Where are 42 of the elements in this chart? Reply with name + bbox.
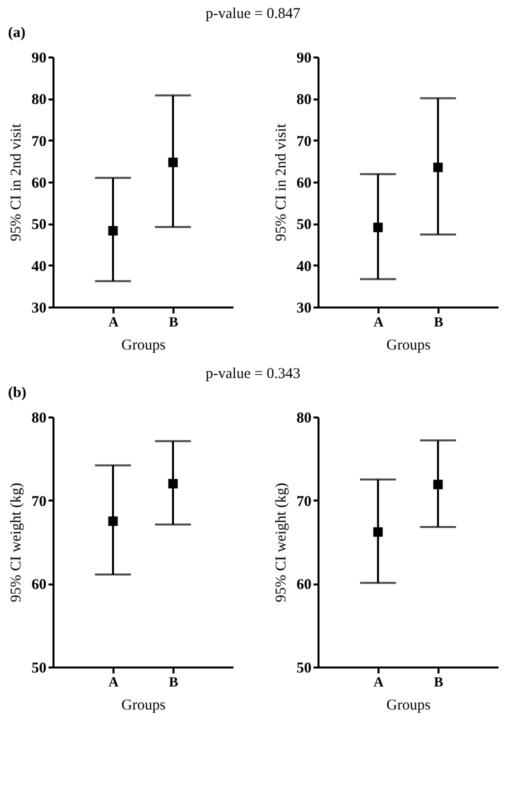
y-axis-title: 95% CI in 2nd visit: [8, 122, 24, 242]
y-tick-label: 90: [32, 50, 46, 66]
text: p-value = 0.847: [206, 6, 301, 22]
y-tick-label: 30: [296, 300, 312, 316]
y-tick-label: 70: [296, 134, 312, 150]
y-tick-label: 90: [296, 50, 312, 66]
y-tick-label: 50: [32, 217, 46, 234]
chart-title: (a): [8, 25, 26, 41]
y-tick-label: 50: [296, 660, 312, 676]
y-tick-label: 80: [296, 410, 312, 426]
y-axis-title: 95% CI weight (kg): [274, 482, 290, 602]
y-tick-label: 60: [296, 176, 312, 192]
text: p-value = 0.343: [206, 366, 300, 382]
y-tick-label: 50: [296, 217, 312, 234]
y-tick-label: 40: [296, 258, 312, 275]
y-tick-label: 60: [32, 577, 46, 594]
y-tick-label: 60: [32, 176, 46, 192]
y-tick-label: 60: [296, 577, 312, 594]
y-axis-title: 95% CI weight (kg): [8, 482, 24, 602]
y-tick-label: 80: [32, 410, 46, 426]
x-tick-label: B: [434, 676, 444, 690]
x-tick-label: B: [434, 316, 444, 330]
x-axis-title: Groups: [121, 698, 166, 714]
chart-title: (b): [8, 385, 26, 401]
x-axis-title: Groups: [386, 338, 431, 354]
y-tick-label: 70: [296, 494, 312, 510]
x-tick-label: A: [108, 316, 120, 330]
y-tick-label: 70: [32, 134, 46, 150]
x-axis-title: Groups: [121, 338, 166, 354]
x-tick-label: A: [108, 676, 120, 690]
x-tick-label: B: [168, 316, 178, 330]
y-tick-label: 30: [32, 300, 46, 316]
y-axis-title: 95% CI in 2nd visit: [274, 122, 290, 242]
x-tick-label: B: [168, 676, 178, 690]
y-tick-label: 80: [32, 92, 46, 108]
x-axis-title: Groups: [386, 698, 431, 714]
y-tick-label: 40: [32, 258, 46, 275]
y-tick-label: 50: [32, 660, 46, 676]
y-tick-label: 70: [32, 494, 46, 510]
x-tick-label: A: [373, 676, 384, 690]
x-tick-label: A: [373, 316, 384, 330]
y-tick-label: 80: [296, 92, 312, 108]
